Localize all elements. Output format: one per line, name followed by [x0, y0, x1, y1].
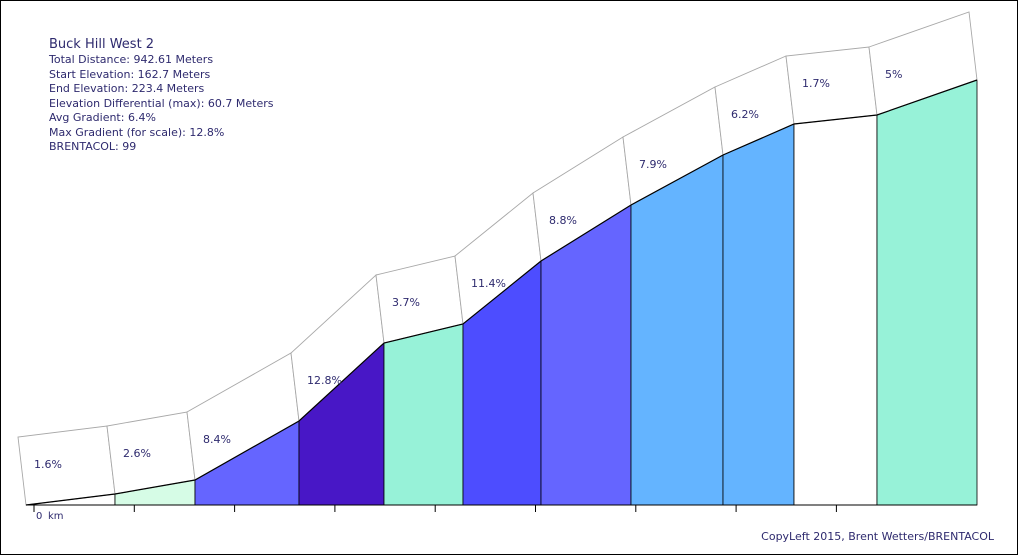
max-gradient: Max Gradient (for scale): 12.8%	[49, 125, 225, 139]
start-elevation: Start Elevation: 162.7 Meters	[49, 67, 211, 81]
end-elevation: End Elevation: 223.4 Meters	[49, 82, 205, 95]
elevation-differential: Elevation Differential (max): 60.7 Meter…	[49, 96, 274, 110]
gradient-segment	[876, 79, 978, 506]
gradient-segment	[722, 123, 795, 506]
gradient-label-slab	[785, 46, 878, 125]
gradient-segment	[383, 323, 464, 506]
gradient-label: 1.7%	[802, 77, 830, 90]
gradient-label: 11.4%	[471, 277, 506, 290]
gradient-segment	[793, 114, 878, 506]
gradient-label-slab	[106, 411, 196, 495]
gradient-label: 7.9%	[639, 158, 667, 171]
gradient-label: 12.8%	[307, 374, 342, 387]
route-title: Buck Hill West 2	[49, 37, 155, 52]
gradient-label: 8.8%	[549, 214, 577, 227]
copyleft-credit: CopyLeft 2015, Brent Wetters/BRENTACOL	[761, 530, 994, 543]
gradient-label: 1.6%	[34, 458, 62, 471]
gradient-label: 6.2%	[731, 108, 759, 121]
gradient-segment	[630, 154, 724, 506]
gradient-label: 8.4%	[203, 433, 231, 446]
gradient-label: 2.6%	[123, 447, 151, 460]
brentacol-score: BRENTACOL: 99	[49, 140, 137, 153]
gradient-label: 3.7%	[392, 296, 420, 309]
gradient-label-slab	[17, 425, 116, 506]
elevation-profile-line	[25, 79, 978, 506]
x-tick-label: 0	[36, 511, 42, 522]
gradient-label: 5%	[885, 68, 902, 81]
x-axis-label: km	[48, 511, 64, 522]
avg-gradient: Avg Gradient: 6.4%	[49, 111, 156, 124]
route-info: Buck Hill West 2 Total Distance: 942.61 …	[49, 37, 273, 155]
total-distance: Total Distance: 942.61 Meters	[49, 53, 214, 66]
